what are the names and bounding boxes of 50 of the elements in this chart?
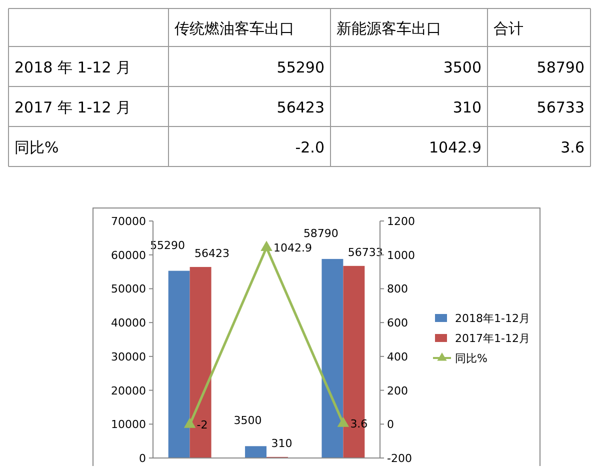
bar — [168, 270, 190, 458]
legend-label: 2018年1-12月 — [455, 312, 530, 325]
text: -2.0 — [295, 138, 324, 156]
bar — [343, 266, 365, 458]
point — [260, 240, 272, 251]
text: 55290 — [276, 58, 324, 76]
y-tick-label: 40000 — [111, 316, 146, 330]
legend-label: 2017年1-12月 — [455, 332, 530, 345]
category-label: 传统燃油客车出口 — [174, 20, 294, 38]
y-tick-label: 30000 — [111, 350, 146, 364]
y-tick-label: 70000 — [111, 215, 146, 228]
text: 56423 — [276, 98, 324, 116]
y-tick-label: 60000 — [111, 248, 146, 262]
data-label: 58790 — [303, 226, 338, 240]
y2-tick-label: 400 — [387, 350, 408, 364]
bar — [322, 258, 344, 458]
point — [337, 416, 350, 427]
text: 310 — [452, 98, 482, 116]
y2-tick-label: 0 — [387, 418, 394, 432]
text: 3500 — [443, 58, 482, 76]
text: 56733 — [536, 98, 584, 116]
y-tick-label: 0 — [139, 452, 146, 465]
data-label: 56733 — [348, 246, 383, 259]
category-label: 2018 年 1-12 月 — [14, 58, 132, 76]
data-label: 55290 — [150, 238, 186, 252]
data-label: 310 — [271, 436, 292, 450]
data-label: 1042.9 — [274, 242, 312, 255]
category-label: 2017 年 1-12 月 — [14, 98, 132, 116]
y-tick-label: 20000 — [111, 384, 146, 398]
data-label: -2 — [196, 418, 208, 432]
text: 1042.9 — [429, 138, 482, 156]
point — [184, 418, 196, 428]
y-tick-label: 50000 — [111, 282, 146, 296]
y2-tick-label: 1200 — [387, 215, 415, 228]
y2-tick-label: -200 — [387, 452, 412, 465]
bar — [190, 266, 212, 458]
category-label: 同比% — [14, 138, 59, 156]
y2-tick-label: 600 — [387, 316, 408, 330]
y2-tick-label: 800 — [387, 282, 408, 296]
y2-tick-label: 1000 — [387, 248, 415, 262]
text: 58790 — [536, 58, 584, 76]
category-label: 合计 — [494, 20, 524, 38]
legend-label: 同比% — [455, 352, 488, 365]
y-tick-label: 10000 — [111, 418, 146, 432]
text: 3.6 — [560, 138, 584, 156]
data-label: 3500 — [234, 414, 262, 428]
data-label: 56423 — [194, 246, 230, 260]
y2-tick-label: 200 — [387, 384, 408, 398]
bar — [245, 446, 266, 458]
category-label: 新能源客车出口 — [336, 20, 442, 38]
